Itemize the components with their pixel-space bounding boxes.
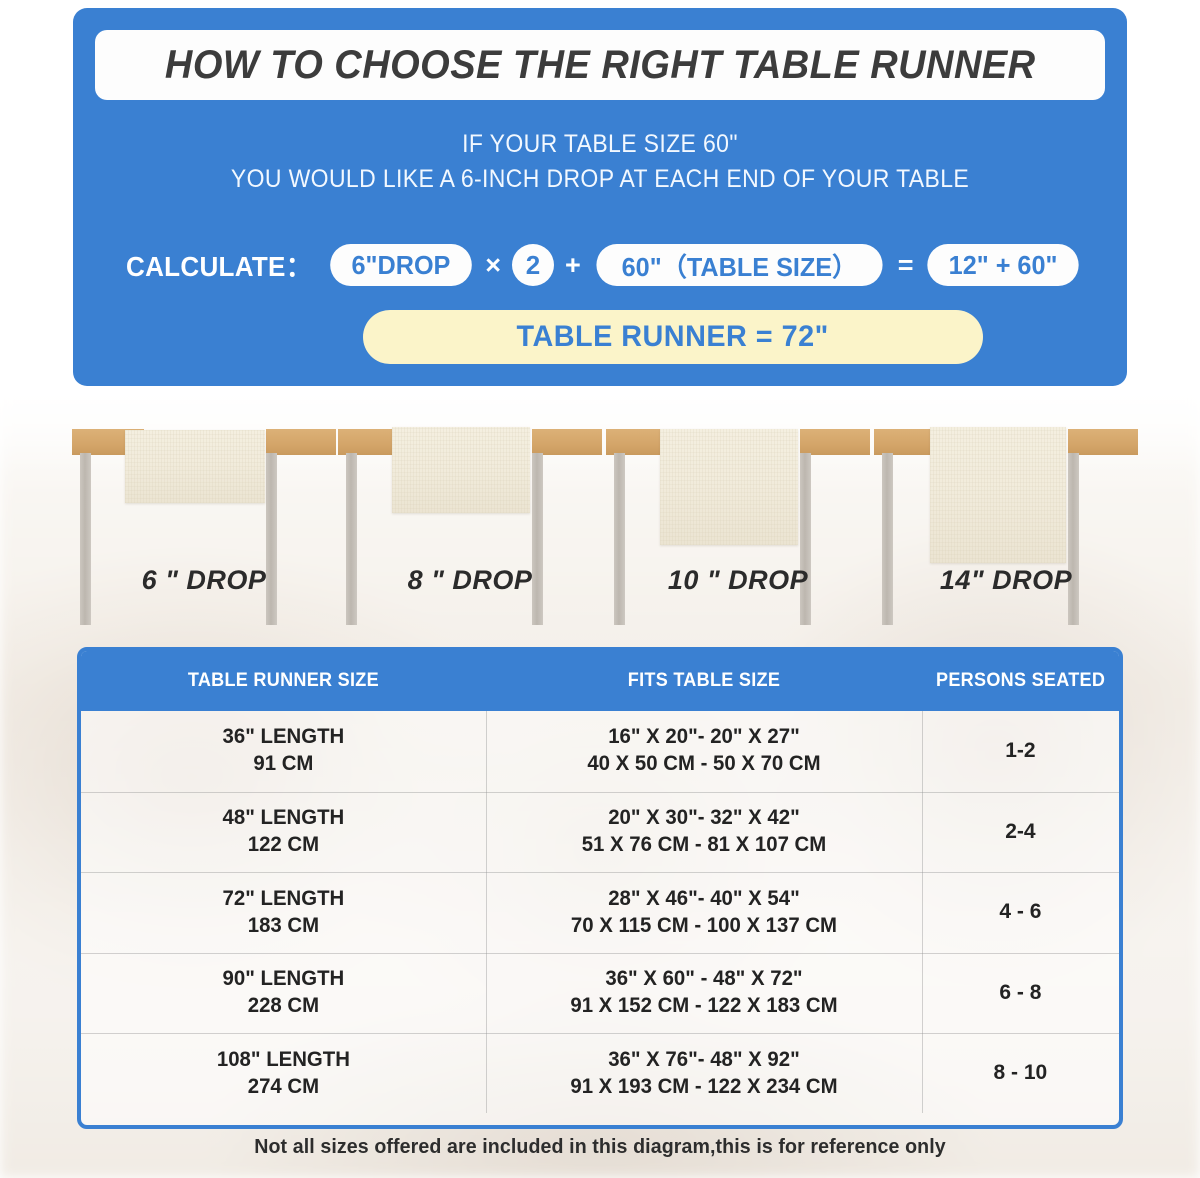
title-box: HOW TO CHOOSE THE RIGHT TABLE RUNNER: [95, 30, 1105, 100]
drop-illustration-6: 6 " DROP: [70, 425, 338, 625]
cell-persons-seated: 8 - 10: [993, 1061, 1048, 1085]
subtitle-line-2: YOU WOULD LIKE A 6-INCH DROP AT EACH END…: [230, 165, 970, 193]
calc-term-drop: 6"DROP: [330, 244, 473, 286]
column-header-persons-seated: PERSONS SEATED: [935, 670, 1105, 691]
subtitle-line-1: IF YOUR TABLE SIZE 60": [462, 130, 738, 158]
cell-runner-size: 90" LENGTH 228 CM: [87, 966, 480, 1020]
calculation-row: CALCULATE： 6"DROP × 2 + 60"（TABLE SIZE） …: [73, 240, 1127, 290]
table-header-row: TABLE RUNNER SIZE FITS TABLE SIZE PERSON…: [81, 651, 1119, 711]
drop-label: 10 " DROP: [667, 565, 809, 595]
page-title: HOW TO CHOOSE THE RIGHT TABLE RUNNER: [164, 42, 1036, 87]
runner-size-inches: 36" LENGTH: [222, 725, 345, 749]
table-row: 48" LENGTH 122 CM 20" X 30"- 32" X 42" 5…: [81, 791, 1119, 873]
cell-persons-seated: 2-4: [1005, 819, 1036, 843]
runner-cloth: [125, 430, 265, 503]
cell-fits-table-size: 20" X 30"- 32" X 42" 51 X 76 CM - 81 X 1…: [492, 805, 915, 859]
runner-size-inches: 72" LENGTH: [222, 886, 345, 910]
fits-inches: 36" X 76"- 48" X 92": [608, 1047, 800, 1071]
cell-fits-table-size: 28" X 46"- 40" X 54" 70 X 115 CM - 100 X…: [492, 886, 915, 940]
equals-operator: =: [897, 249, 914, 280]
table-row: 36" LENGTH 91 CM 16" X 20"- 20" X 27" 40…: [81, 711, 1119, 792]
plus-operator: +: [565, 249, 581, 280]
cell-runner-size: 108" LENGTH 274 CM: [87, 1047, 480, 1101]
cell-fits-table-size: 16" X 20"- 20" X 27" 40 X 50 CM - 50 X 7…: [492, 724, 915, 778]
table-row: 108" LENGTH 274 CM 36" X 76"- 48" X 92" …: [81, 1033, 1119, 1114]
table-leg-right: [1068, 453, 1079, 625]
fits-inches: 36" X 60" - 48" X 72": [605, 967, 803, 991]
runner-size-cm: 91 CM: [253, 752, 314, 776]
column-header-fits-table-size: FITS TABLE SIZE: [627, 670, 780, 691]
footnote: Not all sizes offered are included in th…: [254, 1136, 946, 1158]
table-leg-right: [800, 453, 811, 625]
table-leg-right: [266, 453, 277, 625]
drop-label: 6 " DROP: [141, 565, 267, 595]
runner-size-inches: 108" LENGTH: [216, 1047, 350, 1071]
fits-cm: 91 X 193 CM - 122 X 234 CM: [570, 1074, 838, 1098]
cell-runner-size: 72" LENGTH 183 CM: [87, 886, 480, 940]
fits-inches: 16" X 20"- 20" X 27": [608, 725, 800, 749]
calculate-label: CALCULATE：: [126, 251, 313, 282]
cell-fits-table-size: 36" X 76"- 48" X 92" 91 X 193 CM - 122 X…: [492, 1047, 915, 1101]
calc-term-table-size: 60"（TABLE SIZE）: [596, 244, 883, 286]
column-header-runner-size: TABLE RUNNER SIZE: [187, 670, 379, 691]
table-leg-left: [882, 453, 893, 625]
fits-inches: 28" X 46"- 40" X 54": [608, 886, 800, 910]
runner-size-inches: 90" LENGTH: [222, 967, 345, 991]
cell-persons-seated: 4 - 6: [999, 900, 1042, 924]
cell-fits-table-size: 36" X 60" - 48" X 72" 91 X 152 CM - 122 …: [492, 966, 915, 1020]
cell-persons-seated: 1-2: [1005, 738, 1036, 762]
runner-size-inches: 48" LENGTH: [222, 806, 345, 830]
drop-illustrations: 6 " DROP 8 " DROP 10 " DROP 1: [70, 425, 1140, 625]
drop-illustration-8: 8 " DROP: [336, 425, 604, 625]
column-divider-2: [921, 711, 923, 1113]
result-banner: TABLE RUNNER = 72": [363, 310, 983, 364]
size-table: TABLE RUNNER SIZE FITS TABLE SIZE PERSON…: [77, 647, 1123, 1129]
runner-cloth: [392, 427, 530, 513]
runner-size-cm: 183 CM: [247, 913, 320, 937]
cell-runner-size: 36" LENGTH 91 CM: [87, 724, 480, 778]
column-divider-1: [485, 711, 487, 1113]
table-top-right: [800, 429, 870, 455]
runner-size-cm: 228 CM: [247, 994, 320, 1018]
table-leg-left: [80, 453, 91, 625]
fits-cm: 40 X 50 CM - 50 X 70 CM: [587, 752, 821, 776]
table-leg-left: [614, 453, 625, 625]
table-top-right: [532, 429, 602, 455]
calc-term-sum: 12" + 60": [926, 244, 1079, 286]
calc-term-multiplier: 2: [512, 244, 554, 286]
fits-cm: 91 X 152 CM - 122 X 183 CM: [570, 994, 838, 1018]
drop-label: 14" DROP: [939, 565, 1073, 595]
cell-runner-size: 48" LENGTH 122 CM: [87, 805, 480, 859]
result-text: TABLE RUNNER = 72": [516, 320, 830, 353]
multiply-operator: ×: [485, 249, 501, 280]
runner-cloth: [930, 427, 1066, 563]
runner-size-cm: 122 CM: [247, 833, 320, 857]
table-leg-left: [346, 453, 357, 625]
table-leg-right: [532, 453, 543, 625]
fits-inches: 20" X 30"- 32" X 42": [608, 806, 800, 830]
drop-illustration-10: 10 " DROP: [604, 425, 872, 625]
table-top-right: [1068, 429, 1138, 455]
runner-size-cm: 274 CM: [247, 1074, 320, 1098]
cell-persons-seated: 6 - 8: [999, 980, 1042, 1004]
drop-label: 8 " DROP: [407, 565, 533, 595]
fits-cm: 70 X 115 CM - 100 X 137 CM: [570, 913, 837, 937]
drop-illustration-14: 14" DROP: [872, 425, 1140, 625]
table-row: 72" LENGTH 183 CM 28" X 46"- 40" X 54" 7…: [81, 872, 1119, 953]
hero-panel: HOW TO CHOOSE THE RIGHT TABLE RUNNER IF …: [73, 8, 1127, 386]
fits-cm: 51 X 76 CM - 81 X 107 CM: [581, 833, 827, 857]
table-row: 90" LENGTH 228 CM 36" X 60" - 48" X 72" …: [81, 952, 1119, 1034]
runner-cloth: [660, 429, 798, 545]
table-top-right: [266, 429, 336, 455]
table-body: 36" LENGTH 91 CM 16" X 20"- 20" X 27" 40…: [81, 711, 1119, 1114]
